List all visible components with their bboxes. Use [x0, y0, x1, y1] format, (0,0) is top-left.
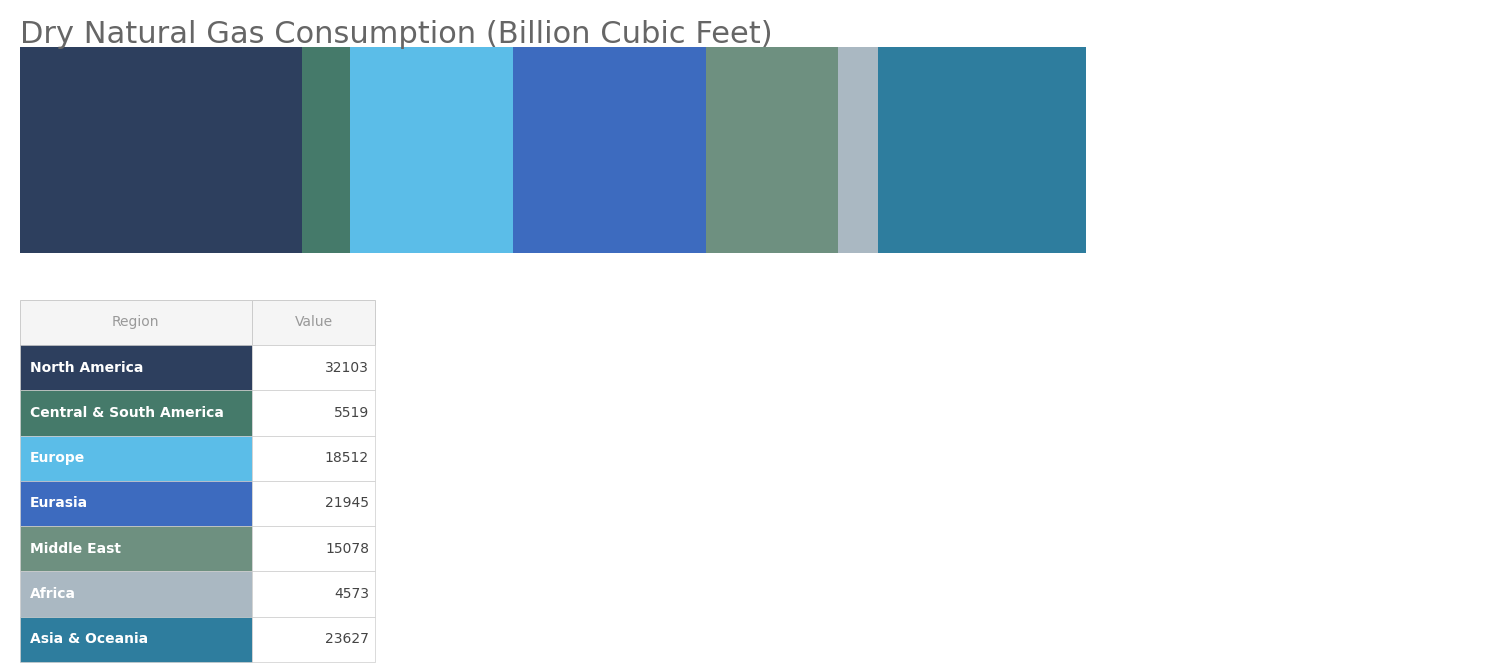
- FancyBboxPatch shape: [20, 300, 252, 345]
- FancyBboxPatch shape: [252, 390, 375, 436]
- FancyBboxPatch shape: [20, 526, 252, 571]
- FancyBboxPatch shape: [252, 526, 375, 571]
- Text: Africa: Africa: [30, 587, 76, 601]
- Text: 32103: 32103: [326, 360, 369, 375]
- FancyBboxPatch shape: [252, 436, 375, 481]
- Text: Europe: Europe: [30, 451, 86, 466]
- FancyBboxPatch shape: [302, 47, 350, 253]
- Text: Value: Value: [294, 315, 333, 330]
- FancyBboxPatch shape: [20, 345, 252, 390]
- Text: Central & South America: Central & South America: [30, 406, 224, 420]
- FancyBboxPatch shape: [879, 47, 1086, 253]
- Text: 4573: 4573: [334, 587, 369, 601]
- FancyBboxPatch shape: [20, 571, 252, 617]
- Text: 18512: 18512: [326, 451, 369, 466]
- FancyBboxPatch shape: [20, 390, 252, 436]
- FancyBboxPatch shape: [839, 47, 879, 253]
- Text: Asia & Oceania: Asia & Oceania: [30, 632, 148, 647]
- FancyBboxPatch shape: [252, 481, 375, 526]
- Text: 15078: 15078: [326, 541, 369, 556]
- Text: 5519: 5519: [333, 406, 369, 420]
- FancyBboxPatch shape: [252, 300, 375, 345]
- FancyBboxPatch shape: [350, 47, 513, 253]
- FancyBboxPatch shape: [513, 47, 705, 253]
- FancyBboxPatch shape: [252, 571, 375, 617]
- FancyBboxPatch shape: [20, 617, 252, 662]
- Text: Eurasia: Eurasia: [30, 496, 88, 511]
- Text: 23627: 23627: [326, 632, 369, 647]
- FancyBboxPatch shape: [20, 47, 302, 253]
- Text: 21945: 21945: [326, 496, 369, 511]
- FancyBboxPatch shape: [20, 436, 252, 481]
- FancyBboxPatch shape: [252, 345, 375, 390]
- Text: Middle East: Middle East: [30, 541, 122, 556]
- FancyBboxPatch shape: [252, 617, 375, 662]
- Text: Dry Natural Gas Consumption (Billion Cubic Feet): Dry Natural Gas Consumption (Billion Cub…: [20, 20, 772, 49]
- FancyBboxPatch shape: [20, 481, 252, 526]
- FancyBboxPatch shape: [705, 47, 839, 253]
- Text: Region: Region: [112, 315, 159, 330]
- Text: North America: North America: [30, 360, 144, 375]
